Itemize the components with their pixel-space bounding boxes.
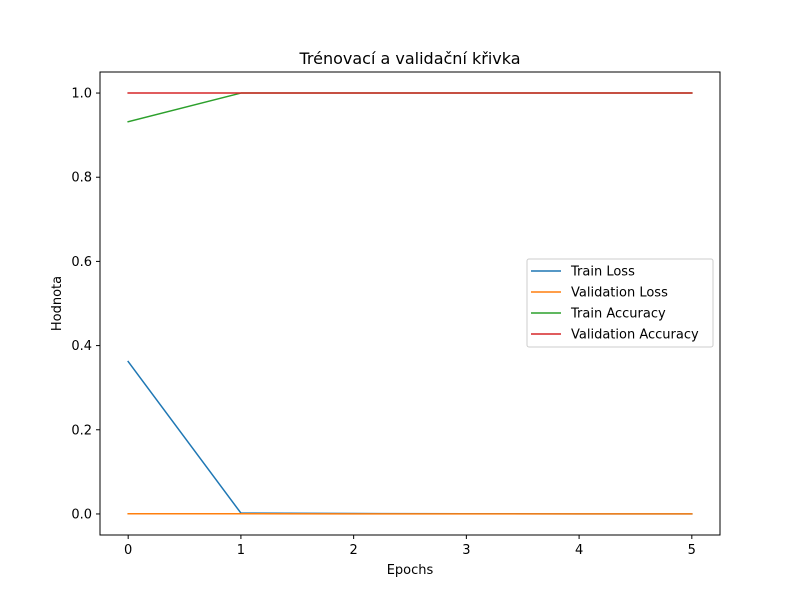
legend: Train Loss Validation Loss Train Accuracy V… xyxy=(526,258,714,348)
chart-title: Trénovací a validační křivka xyxy=(298,49,520,68)
y-tick-label: 0.6 xyxy=(71,255,92,270)
y-tick-label: 0.2 xyxy=(71,423,92,438)
y-tick-label: 0.8 xyxy=(71,171,92,186)
series-line-2 xyxy=(127,92,693,123)
x-tick-label: 4 xyxy=(575,543,583,558)
y-axis-label: Hodnota xyxy=(50,276,65,331)
legend-label-2: Train Accuracy xyxy=(570,307,666,322)
x-tick-label: 0 xyxy=(124,543,132,558)
plot-lines xyxy=(127,92,693,515)
y-tick-label: 0.4 xyxy=(71,339,92,354)
x-tick-label: 2 xyxy=(349,543,357,558)
y-axis-ticks: 0.0 0.2 0.4 0.6 0.8 1.0 xyxy=(71,87,100,522)
y-tick-label: 1.0 xyxy=(71,87,92,102)
x-tick-label: 3 xyxy=(462,543,470,558)
y-tick-label: 0.0 xyxy=(71,507,92,522)
series-line-0 xyxy=(127,360,693,515)
plot-frame xyxy=(99,71,721,536)
legend-label-0: Train Loss xyxy=(570,265,635,280)
x-axis-label: Epochs xyxy=(387,563,434,578)
legend-label-3: Validation Accuracy xyxy=(571,328,699,343)
x-tick-label: 1 xyxy=(237,543,245,558)
x-axis-ticks: 0 1 2 3 4 5 xyxy=(124,535,696,558)
legend-box xyxy=(526,258,714,348)
legend-label-1: Validation Loss xyxy=(571,286,668,301)
x-tick-label: 5 xyxy=(688,543,696,558)
